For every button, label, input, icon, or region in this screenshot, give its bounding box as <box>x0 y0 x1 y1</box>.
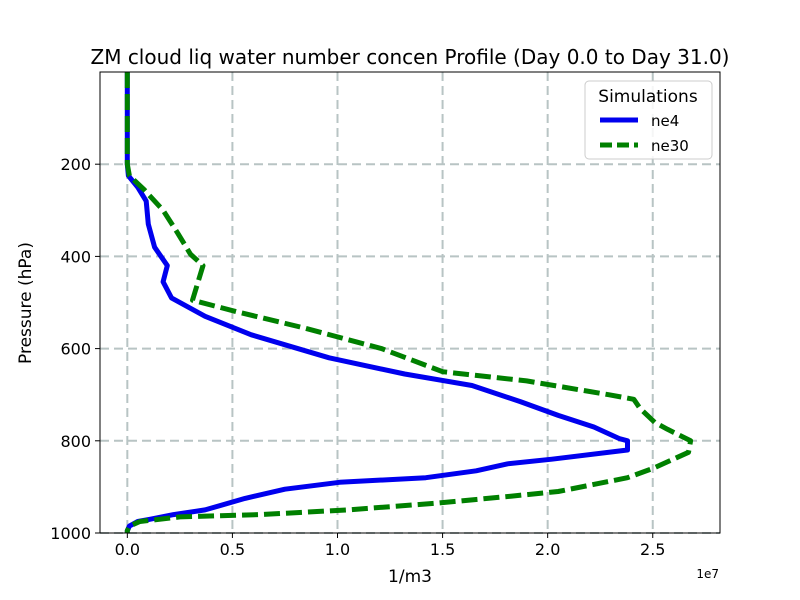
legend-label-ne4: ne4 <box>651 112 679 130</box>
x-tick-label-3: 1.5 <box>430 540 455 559</box>
y-axis-label: Pressure (hPa) <box>16 242 36 364</box>
series-line-ne30 <box>124 72 694 534</box>
x-tick-label-5: 2.5 <box>640 540 665 559</box>
plot-series <box>124 72 694 534</box>
x-tick-label-2: 1.0 <box>325 540 350 559</box>
x-tick-label-1: 0.5 <box>220 540 245 559</box>
x-axis-label: 1/m3 <box>388 567 432 587</box>
legend-frame <box>584 80 713 160</box>
chart-title: ZM cloud liq water number concen Profile… <box>91 45 730 69</box>
axes: 0.0 0.5 1.0 1.5 2.0 2.5 200 400 600 800 1000 <box>50 71 721 559</box>
y-tick-label-1: 400 <box>60 247 91 266</box>
plot-frame <box>99 71 721 534</box>
legend-label-ne30: ne30 <box>651 137 689 155</box>
legend-title: Simulations <box>598 87 698 107</box>
legend: Simulations ne4 ne30 <box>584 80 713 160</box>
series-line-ne4 <box>124 72 630 534</box>
x-tick-label-0: 0.0 <box>115 540 140 559</box>
y-tick-label-0: 200 <box>60 155 91 174</box>
x-axis-offset-label: 1e7 <box>696 567 719 581</box>
x-tick-label-4: 2.0 <box>535 540 560 559</box>
y-tick-label-2: 600 <box>60 340 91 359</box>
y-tick-label-3: 800 <box>60 432 91 451</box>
y-tick-label-4: 1000 <box>50 524 91 543</box>
